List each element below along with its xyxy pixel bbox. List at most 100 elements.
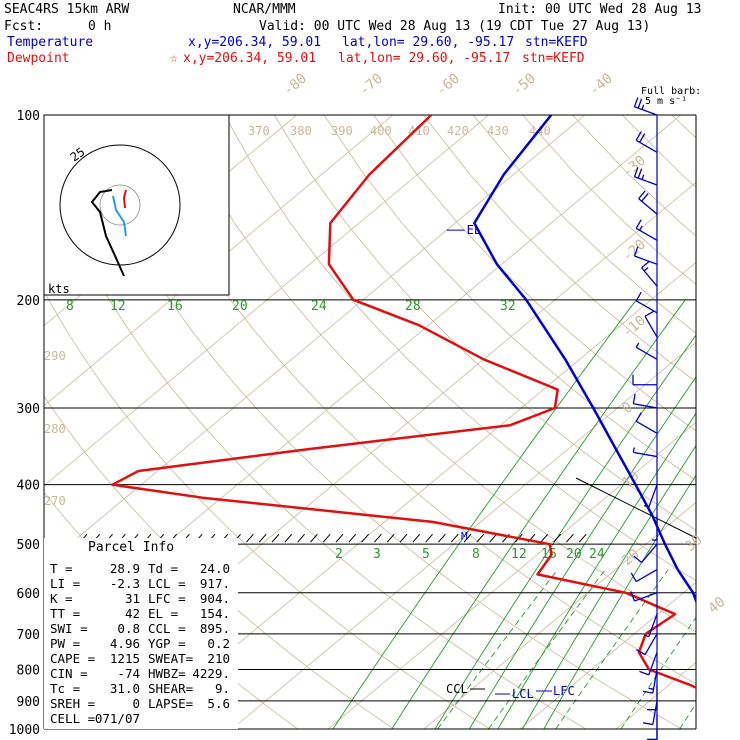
barb-shaft <box>652 700 658 725</box>
valid-time: Valid: 00 UTC Wed 28 Aug 13 (19 CDT Tue … <box>259 19 651 34</box>
theta-tick-label: 420 <box>447 124 469 138</box>
theta-tick-label: 390 <box>331 124 353 138</box>
barb-full <box>635 291 642 302</box>
barb-full <box>637 98 643 109</box>
parcel-label: CAPE = <box>50 651 95 666</box>
parcel-label: SREH = <box>50 696 95 711</box>
barb-half <box>632 447 635 453</box>
parcel-value: -2.3 <box>110 576 140 591</box>
parcel-label: T = <box>50 561 73 576</box>
hodograph-trace-lower <box>112 195 127 237</box>
pressure-tick-label: 500 <box>17 538 40 553</box>
wind-barb <box>636 633 658 656</box>
moist-line-label: 3 <box>373 547 381 562</box>
hatch-mark <box>489 533 497 543</box>
barb-shaft <box>634 255 658 265</box>
hatch-mark <box>425 533 433 543</box>
hatch-mark <box>297 533 305 543</box>
dry-adiabat-line <box>423 115 696 383</box>
parcel-label: LI = <box>50 576 80 591</box>
mixing-ratio-line <box>497 412 696 729</box>
parcel-value: 904. <box>200 591 230 606</box>
wind-barb <box>635 342 658 360</box>
barb-full <box>633 167 639 177</box>
pressure-tick-label: 200 <box>17 294 40 309</box>
barb-scale-line2: 5 m s⁻¹ <box>645 96 688 107</box>
mixing-ratio-line <box>468 376 696 729</box>
barb-full <box>644 310 654 317</box>
hatch-mark <box>374 533 382 543</box>
mixing-ratio-label: 8 <box>66 299 74 314</box>
hatch-mark <box>322 533 331 543</box>
wind-barb <box>635 131 658 153</box>
parcel-value: 071/07 <box>95 711 140 726</box>
barb-shaft <box>634 106 658 116</box>
barb-full <box>632 393 636 404</box>
hatch-mark <box>246 533 254 543</box>
barb-full <box>639 670 650 676</box>
moist-line <box>620 616 696 729</box>
wind-barb <box>633 246 658 265</box>
dry-adiabat-line <box>174 115 696 633</box>
isotherm-tick-label: -70 <box>356 71 386 100</box>
parcel-info-box <box>44 538 238 729</box>
parcel-value: 31 <box>125 591 140 606</box>
barb-shaft <box>634 592 658 602</box>
pressure-tick-label: 900 <box>17 695 40 710</box>
barb-full <box>635 412 642 422</box>
parcel-label: Tc = <box>50 681 80 696</box>
lfc-label: LFC <box>553 684 575 698</box>
parcel-value: -74 <box>117 666 140 681</box>
init-time: Init: 00 UTC Wed 28 Aug 13 <box>498 2 702 17</box>
dry-adiabat-line <box>472 115 696 334</box>
parcel-value: 4229. <box>192 666 230 681</box>
dry-adiabat-line <box>572 115 696 237</box>
mixing-ratio-label: 16 <box>167 299 183 314</box>
barb-full <box>633 246 639 257</box>
wind-barb <box>641 260 658 287</box>
barb-shaft <box>648 652 658 676</box>
dry-adiabat-line <box>124 115 696 685</box>
dry-adiabat-line <box>44 290 491 729</box>
wind-barb <box>633 543 658 564</box>
hatch-mark <box>284 533 293 543</box>
frame-diagonal <box>575 477 697 539</box>
hodograph-units: kts <box>48 282 70 296</box>
hatch-mark <box>463 533 472 543</box>
isotherm-tick-label: -50 <box>509 71 539 100</box>
isotherm-line <box>135 261 696 729</box>
barb-full <box>633 555 642 564</box>
parcel-value: 24.0 <box>200 561 230 576</box>
wind-barb <box>630 569 658 583</box>
parcel-label: SHEAR= <box>148 681 193 696</box>
parcel-label: PW = <box>50 636 80 651</box>
barb-shaft <box>648 484 658 508</box>
wind-barb <box>638 190 658 215</box>
dry-adiabat-line <box>44 166 587 729</box>
isotherm-line <box>712 115 740 729</box>
wind-barb <box>644 310 658 338</box>
barb-full <box>636 649 646 656</box>
barb-full <box>639 133 646 143</box>
hatch-mark <box>412 533 421 543</box>
isotherm-line <box>327 421 696 729</box>
barb-full <box>641 193 649 202</box>
parcel-value: 0.8 <box>117 621 140 636</box>
barb-full <box>630 572 637 582</box>
parcel-label: SWEAT= <box>148 651 193 666</box>
parcel-label: Td = <box>148 561 178 576</box>
moist-line-label: 8 <box>472 547 480 562</box>
wind-barb <box>633 97 658 116</box>
barb-shaft <box>644 633 658 655</box>
moist-line <box>488 569 606 729</box>
legend-temperature-xy: x,y=206.34, 59.01 <box>188 35 322 50</box>
dry-adiabat-line <box>722 115 740 740</box>
wind-barb <box>656 729 658 740</box>
parcel-value: 210 <box>207 651 230 666</box>
pressure-tick-label: 700 <box>17 628 40 643</box>
isotherm-line <box>44 115 586 567</box>
wind-barb <box>639 652 658 676</box>
moist-line-label: 16 <box>541 547 557 562</box>
pressure-tick-label: 400 <box>17 479 40 494</box>
